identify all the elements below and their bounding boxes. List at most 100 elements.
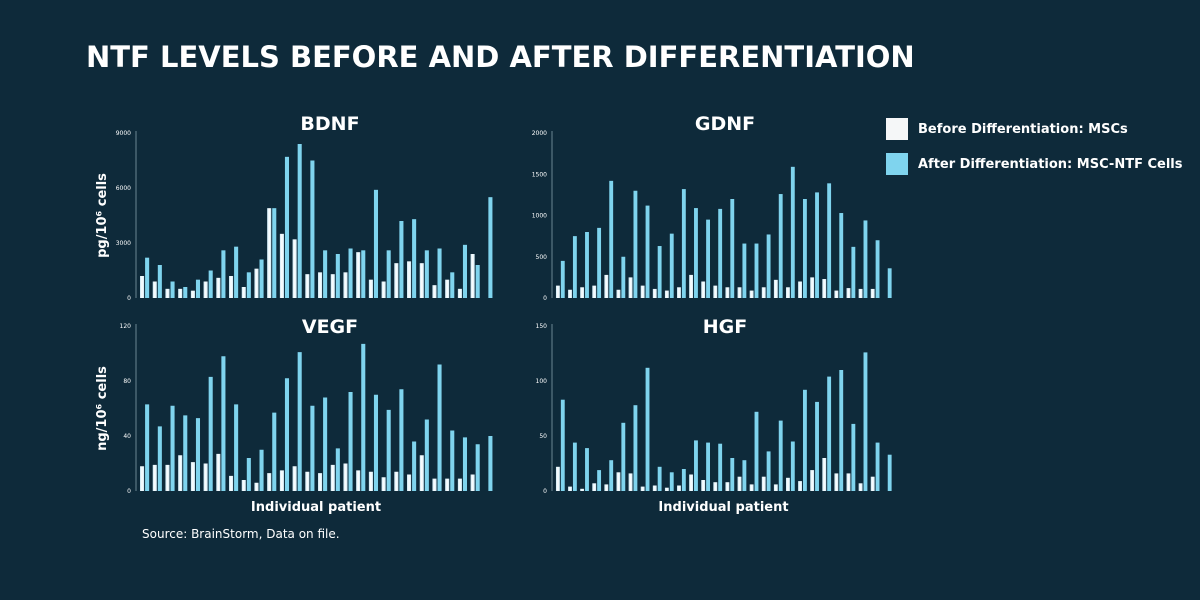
vegf-bar-after [412, 441, 417, 491]
hgf-bar-after [766, 451, 771, 491]
bdnf-bar-before [292, 239, 297, 298]
bdnf-bar-after [399, 221, 404, 298]
bdnf-bar-after [310, 160, 315, 298]
gdnf-bar-before [822, 279, 827, 298]
hgf-bar-before [858, 483, 863, 491]
vegf-bar-after [488, 436, 493, 491]
gdnf-bar-after [621, 256, 626, 298]
bdnf-bar-before [343, 272, 348, 298]
vegf-bar-after [450, 430, 455, 491]
bdnf-bar-after [437, 248, 442, 298]
hgf-bar-before [555, 466, 560, 491]
bdnf-bar-after [412, 219, 417, 298]
vegf-bar-after [208, 376, 213, 491]
bdnf-bar-before [330, 274, 335, 298]
gdnf-bar-after [875, 240, 880, 298]
bdnf-bar-after [386, 250, 391, 298]
legend-label-after: After Differentiation: MSC-NTF Cells [918, 156, 1183, 172]
bdnf-bar-after [195, 279, 201, 298]
vegf-bar-after [272, 412, 277, 491]
vegf-bar-after [170, 405, 175, 491]
gdnf-bar-after [657, 246, 662, 298]
gdnf-bar-after [815, 192, 819, 298]
bdnf-y-tick-label: 0 [127, 295, 131, 302]
vegf-bar-after [183, 415, 188, 491]
gdnf-y-tick-label: 0 [543, 295, 547, 302]
hgf-bar-after [730, 458, 735, 491]
hgf-bar-before [640, 486, 645, 491]
gdnf-bar-after [851, 246, 856, 298]
bdnf-bar-before [356, 252, 361, 298]
hgf-bar-after [718, 443, 723, 491]
gdnf-y-tick-label: 1500 [532, 171, 547, 178]
vegf-bar-before [330, 464, 335, 491]
hgf-bar-after [694, 440, 698, 491]
legend-item-before: Before Differentiation: MSCs [886, 118, 1182, 140]
gdnf-bar-before [677, 287, 681, 298]
gdnf-bar-before [616, 289, 621, 298]
gdnf-bar-before [725, 287, 730, 298]
hgf-bar-after [585, 448, 589, 491]
vegf-bar-before [292, 466, 297, 491]
gdnf-bar-before [664, 290, 669, 298]
bdnf-bar-before [394, 263, 399, 298]
gdnf-bar-after [718, 208, 723, 298]
bdnf-bar-before [407, 261, 412, 298]
gdnf-bar-before [640, 285, 645, 298]
hgf-bar-after [645, 367, 650, 491]
vegf-bar-after [475, 444, 480, 491]
hgf-bar-before [701, 480, 706, 491]
vegf-bar-before [267, 473, 272, 491]
gdnf-bar-after [669, 233, 674, 298]
vegf-bar-after [297, 352, 302, 491]
hgf-bar-before [677, 485, 681, 491]
vegf-bar-after [373, 394, 379, 491]
gdnf-bar-after [572, 236, 577, 298]
vegf-bar-before [419, 455, 424, 491]
gdnf-bar-after [778, 194, 783, 298]
vegf-bar-before [216, 453, 221, 491]
hgf-bar-after [790, 441, 795, 491]
bdnf-bar-after [488, 197, 493, 298]
bdnf-bar-before [368, 279, 373, 298]
hgf-bar-before [761, 476, 766, 491]
bdnf-bar-before [318, 272, 323, 298]
gdnf-y-tick-label: 1000 [532, 213, 547, 220]
hgf-bar-after [815, 401, 819, 491]
hgf-bar-after [742, 460, 747, 491]
vegf-chart-title: VEGF [302, 316, 358, 338]
hgf-bar-after [560, 399, 565, 491]
vegf-bar-before [318, 473, 323, 491]
bdnf-y-tick-label: 9000 [116, 130, 131, 137]
hgf-y-tick-label: 100 [536, 378, 548, 385]
vegf-bar-after [348, 392, 353, 491]
bdnf-bar-before [190, 290, 195, 298]
gdnf-bar-after [645, 205, 650, 298]
hgf-bar-after [827, 376, 832, 491]
vegf-bar-after [221, 356, 226, 491]
gdnf-chart-title: GDNF [695, 113, 755, 135]
hgf-bar-before [616, 472, 621, 491]
hgf-bar-before [846, 473, 851, 491]
vegf-bar-after [310, 405, 315, 491]
gdnf-bar-after [560, 260, 565, 298]
hgf-bar-after [657, 466, 662, 491]
hgf-bar-before [773, 484, 778, 491]
bdnf-bar-after [170, 281, 175, 298]
vegf-x-axis-label: Individual patient [251, 500, 381, 515]
hgf-bar-after [851, 423, 856, 491]
legend-item-after: After Differentiation: MSC-NTF Cells [886, 153, 1182, 175]
bdnf-bar-after [475, 265, 480, 298]
hgf-bar-before [749, 484, 754, 491]
bdnf-bar-after [297, 144, 302, 298]
vegf-bar-after [361, 343, 366, 491]
hgf-bar-before [628, 473, 633, 491]
vegf-bar-before [229, 475, 234, 491]
gdnf-bar-after [681, 189, 686, 298]
bdnf-bar-after [246, 272, 251, 298]
vegf-y-tick-label: 120 [120, 323, 132, 330]
vegf-bar-before [381, 477, 386, 491]
bdnf-bar-after [424, 250, 429, 298]
hgf-bar-after [754, 411, 759, 491]
gdnf-bar-before [737, 287, 742, 298]
